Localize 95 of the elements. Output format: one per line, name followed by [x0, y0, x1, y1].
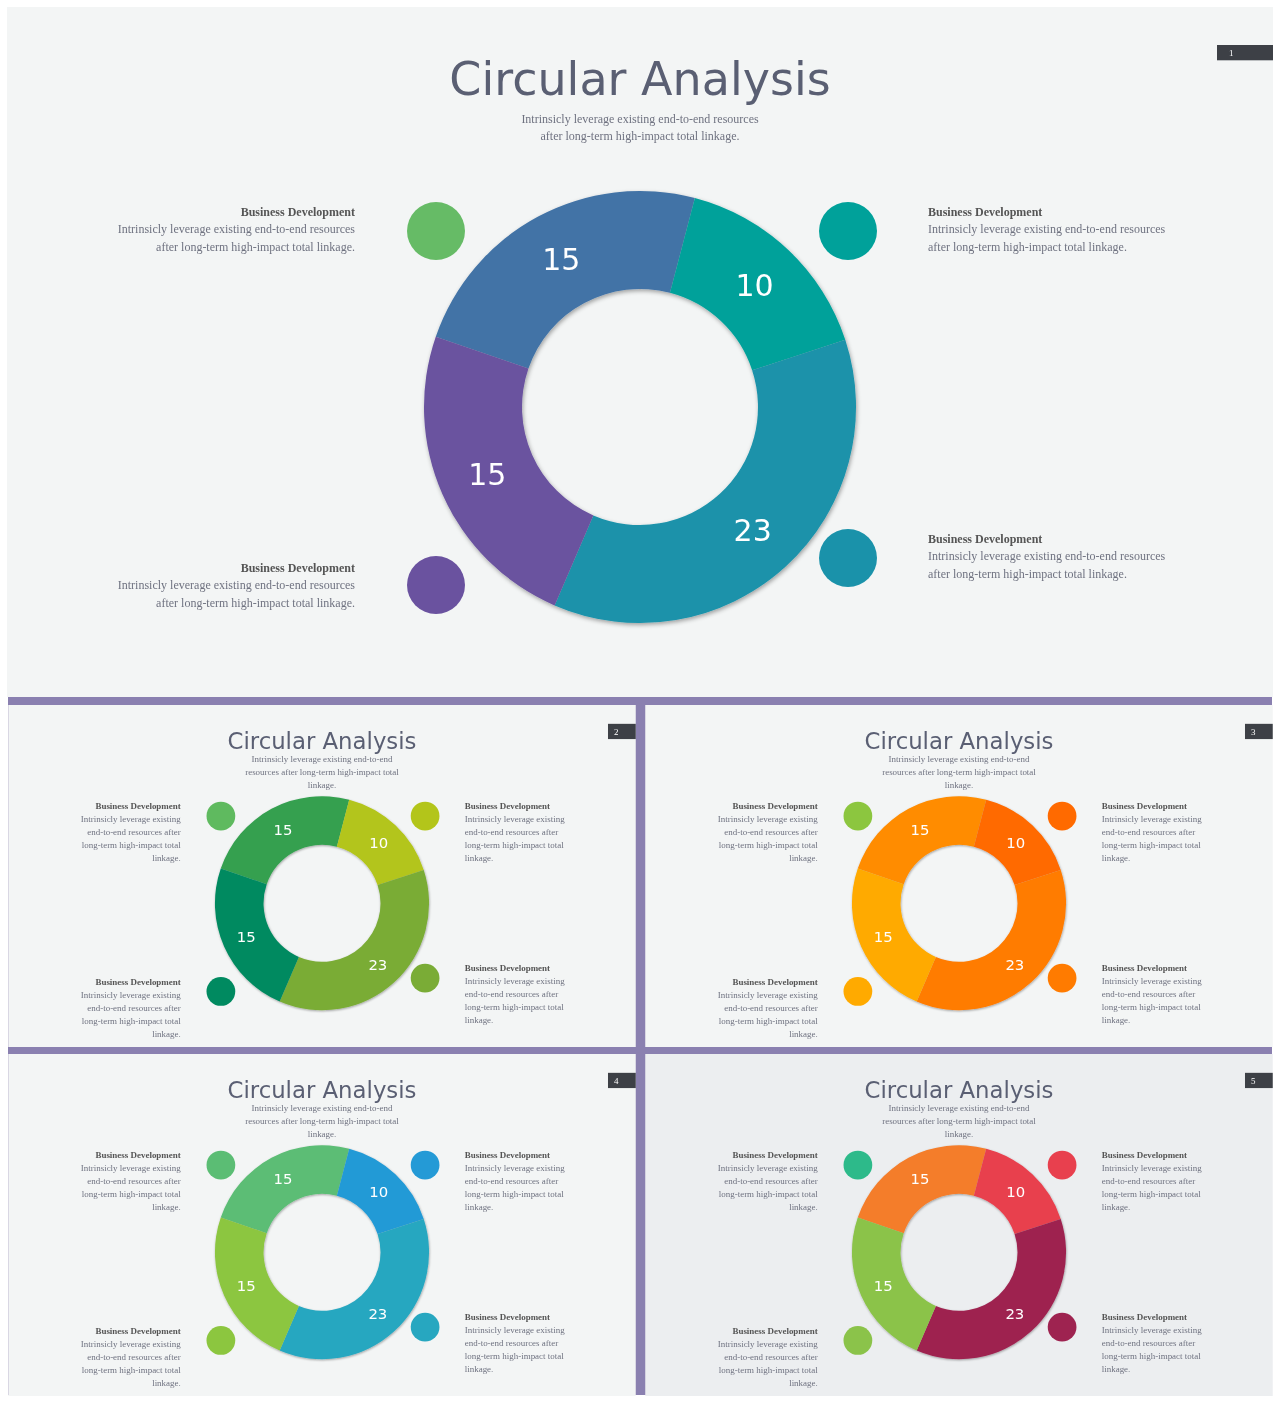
data-label: 10: [1006, 834, 1026, 853]
text: Intrinsicly leverage existing end-to-end resources after long-term high-impact total linkage.: [464, 1324, 566, 1374]
donut-slice: [857, 796, 987, 885]
text: Business Development: [732, 1326, 818, 1337]
donut-slice: [215, 1217, 299, 1351]
donut-slice: [857, 1145, 987, 1234]
chart-title: Circular Analysis: [449, 52, 831, 106]
text: 3: [1250, 726, 1256, 737]
text: Intrinsicly leverage existing end-to-end resources after long-term high-impact total linkage.: [464, 813, 566, 863]
text: Business Development: [240, 561, 355, 575]
text: Business Development: [928, 532, 1043, 546]
text: Intrinsicly leverage existing end-to-end resources after long-term high-impact total linkage.: [1101, 1324, 1203, 1374]
text: Intrinsicly leverage existing end-to-end resources after long-term high-impact total linkage.: [928, 222, 1166, 254]
donut-slice: [435, 191, 695, 369]
donut-slice: [215, 868, 299, 1002]
text: Intrinsicly leverage existing end-to-end resources after long-term high-impact total linkage.: [717, 990, 819, 1040]
text: Intrinsicly leverage existing end-to-end resources after long-term high-impact total linkage.: [80, 1339, 182, 1389]
chart-subtitle: Intrinsicly leverage existing end-to-end resources after long-term high-impact total linkage.: [882, 1103, 1037, 1140]
text: Business Development: [240, 205, 355, 219]
data-label: 15: [273, 821, 293, 840]
data-label: 15: [873, 927, 893, 946]
data-label: 10: [369, 1183, 389, 1202]
text: Business Development: [95, 800, 181, 811]
text: Business Development: [732, 800, 818, 811]
text: Business Development: [464, 962, 551, 973]
data-label: 15: [873, 1276, 893, 1295]
data-label: 10: [369, 834, 389, 853]
text: Business Development: [1101, 1311, 1188, 1322]
text: 5: [1250, 1075, 1256, 1086]
data-label: 15: [542, 242, 581, 278]
data-label: 10: [1006, 1183, 1026, 1202]
text: Intrinsicly leverage existing end-to-end resources after long-term high-impact total linkage.: [1101, 975, 1203, 1025]
data-label: 15: [910, 821, 930, 840]
text: 1: [1229, 47, 1234, 58]
donut-slice: [852, 1217, 936, 1351]
data-label: 15: [236, 927, 256, 946]
chart-subtitle: Intrinsicly leverage existing end-to-end resources after long-term high-impact total linkage.: [521, 112, 759, 144]
text: Intrinsicly leverage existing end-to-end resources after long-term high-impact total linkage.: [717, 1162, 819, 1212]
data-label: 15: [236, 1276, 256, 1295]
text: Intrinsicly leverage existing end-to-end resources after long-term high-impact total linkage.: [928, 549, 1166, 581]
donut-slice: [916, 869, 1066, 1011]
data-label: 15: [910, 1170, 930, 1189]
donut-slice: [336, 799, 424, 886]
text: Business Development: [95, 977, 181, 988]
text: Intrinsicly leverage existing end-to-end resources after long-term high-impact total linkage.: [1101, 813, 1203, 863]
donut-slice: [220, 1145, 350, 1234]
text: Business Development: [95, 1149, 181, 1160]
text: Intrinsicly leverage existing end-to-end resources after long-term high-impact total linkage.: [464, 975, 566, 1025]
data-label: 15: [273, 1170, 293, 1189]
text: Business Development: [1101, 800, 1188, 811]
donut-slice: [279, 869, 429, 1011]
chart-subtitle: Intrinsicly leverage existing end-to-end resources after long-term high-impact total linkage.: [245, 754, 400, 791]
text: Business Development: [464, 1149, 551, 1160]
donut-slice: [916, 1218, 1066, 1360]
donut-slice: [973, 1148, 1061, 1235]
text: Business Development: [464, 800, 551, 811]
text: Intrinsicly leverage existing end-to-end resources after long-term high-impact total linkage.: [80, 1162, 182, 1212]
donut-slice: [669, 198, 846, 371]
donut-slice: [220, 796, 350, 885]
text: Intrinsicly leverage existing end-to-end resources after long-term high-impact total linkage.: [717, 1339, 819, 1389]
data-label: 23: [1005, 1304, 1025, 1323]
donut-slice: [973, 799, 1061, 886]
donut-slice: [279, 1218, 429, 1360]
text: Intrinsicly leverage existing end-to-end resources after long-term high-impact total linkage.: [717, 813, 819, 863]
chart-title: Circular Analysis: [864, 727, 1054, 754]
text: Intrinsicly leverage existing end-to-end resources after long-term high-impact total linkage.: [1101, 1162, 1203, 1212]
donut-slice: [554, 339, 856, 623]
text: Intrinsicly leverage existing end-to-end resources after long-term high-impact total linkage.: [464, 1162, 566, 1212]
data-label: 10: [735, 267, 774, 303]
text: Business Development: [928, 205, 1043, 219]
chart-subtitle: Intrinsicly leverage existing end-to-end resources after long-term high-impact total linkage.: [882, 754, 1037, 791]
text: Intrinsicly leverage existing end-to-end resources after long-term high-impact total linkage.: [117, 578, 356, 610]
text: Intrinsicly leverage existing end-to-end resources after long-term high-impact total linkage.: [80, 990, 182, 1040]
donut-slice: [424, 336, 594, 606]
data-label: 23: [368, 955, 388, 974]
text: Business Development: [464, 1311, 551, 1322]
text: Business Development: [1101, 962, 1188, 973]
data-label: 23: [368, 1304, 388, 1323]
chart-title: Circular Analysis: [227, 727, 417, 754]
chart-title: Circular Analysis: [864, 1076, 1054, 1103]
text: Intrinsicly leverage existing end-to-end resources after long-term high-impact total linkage.: [80, 813, 182, 863]
data-label: 23: [733, 512, 772, 548]
text: Business Development: [1101, 1149, 1188, 1160]
chart-title: Circular Analysis: [227, 1076, 417, 1103]
text: Business Development: [732, 1149, 818, 1160]
data-label: 23: [1005, 955, 1025, 974]
text: 2: [613, 726, 619, 737]
text: 4: [613, 1075, 619, 1086]
donut-slice: [852, 868, 936, 1002]
text: Business Development: [95, 1326, 181, 1337]
data-label: 15: [468, 457, 507, 493]
text: Intrinsicly leverage existing end-to-end resources after long-term high-impact total linkage.: [117, 222, 356, 254]
chart-subtitle: Intrinsicly leverage existing end-to-end resources after long-term high-impact total linkage.: [245, 1103, 400, 1140]
text: Business Development: [732, 977, 818, 988]
donut-slice: [336, 1148, 424, 1235]
